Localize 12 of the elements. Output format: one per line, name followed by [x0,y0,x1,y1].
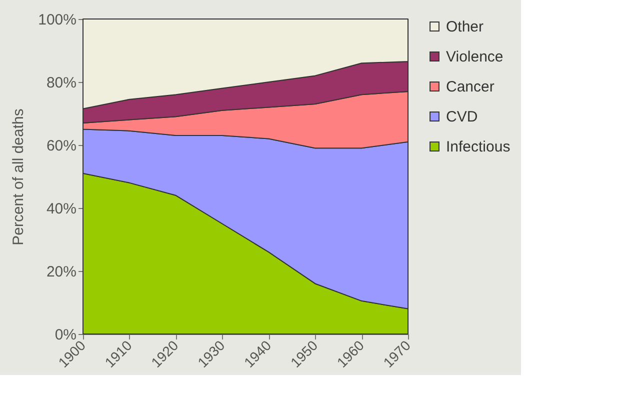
y-tick-label: 20% [46,264,76,280]
legend-label: Cancer [446,78,494,96]
y-tick-label: 100% [38,12,76,28]
y-tick-label: 40% [46,200,76,218]
y-tick-label: 80% [46,74,76,92]
legend-label: Other [446,18,484,36]
y-tick-label: 0% [54,326,76,344]
y-axis-title: Percent of all deaths [10,108,28,246]
legend-label: Infectious [446,138,510,156]
legend-label: CVD [446,108,478,126]
legend-label: Violence [446,48,504,66]
y-tick-label: 60% [46,138,76,154]
